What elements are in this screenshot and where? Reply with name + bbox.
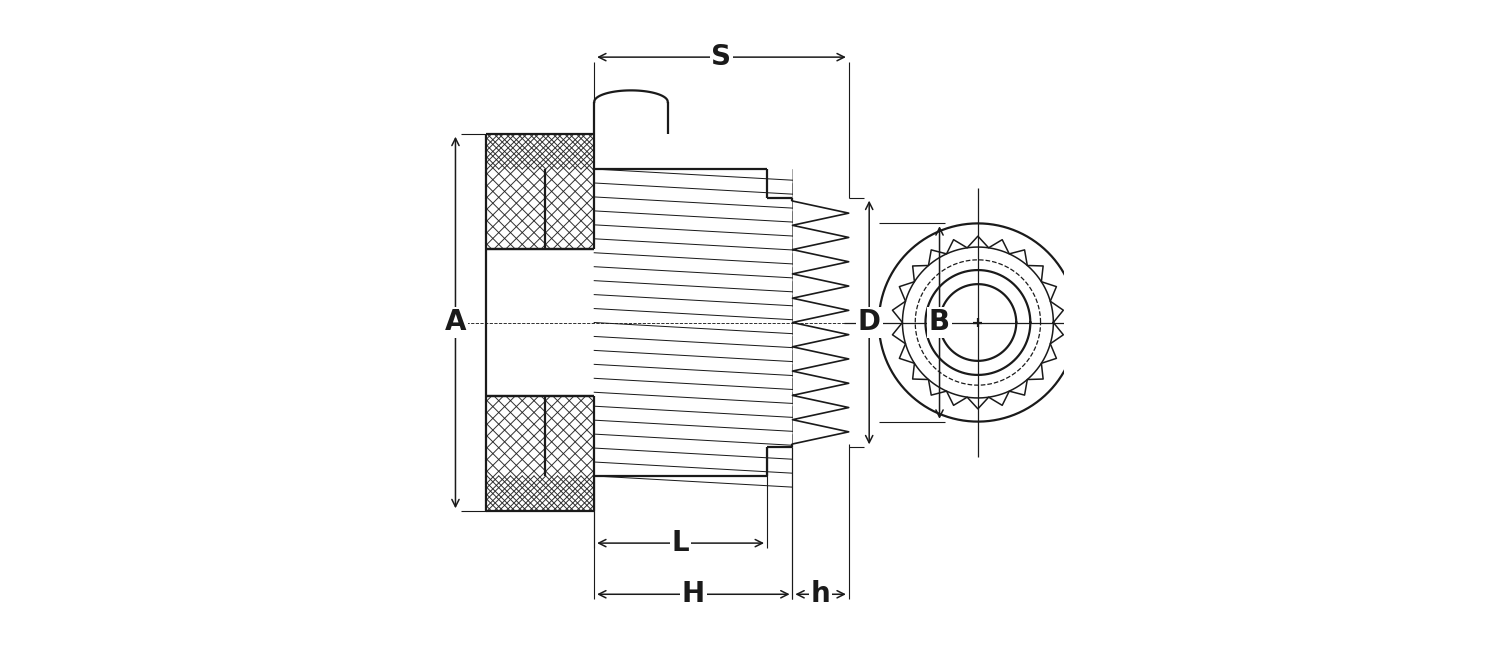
Text: h: h (810, 580, 831, 608)
Text: S: S (712, 43, 731, 71)
Text: H: H (682, 580, 704, 608)
Text: L: L (672, 529, 689, 557)
Text: D: D (858, 308, 880, 337)
Text: B: B (929, 308, 950, 337)
Text: A: A (445, 308, 466, 337)
